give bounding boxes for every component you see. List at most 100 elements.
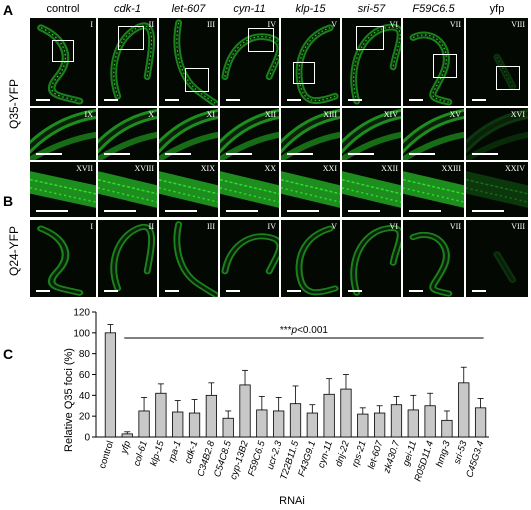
q24-whole-image-5: V — [281, 220, 340, 297]
q35-highzoom-image-8: XXIV — [466, 162, 528, 217]
q35-whole-image-2: II — [98, 18, 157, 106]
q35-zoom-image-3: XI — [159, 108, 218, 160]
row-label-q35: Q35-YFP — [7, 79, 21, 130]
scale-bar — [348, 99, 362, 101]
bar-c54c8-5 — [222, 417, 234, 438]
scale-bar — [104, 99, 118, 101]
column-label-cdk-1: cdk-1 — [114, 3, 141, 15]
panel-numeral: I — [90, 20, 93, 29]
bar-sri-53 — [458, 382, 470, 438]
bar-t22b11-5 — [289, 403, 302, 438]
column-label-klp-15: klp-15 — [295, 3, 326, 15]
scale-bar — [165, 99, 179, 101]
panel-numeral: IV — [267, 222, 276, 231]
panel-numeral: XVIII — [134, 164, 154, 173]
x-tick-label: rpa-1 — [166, 440, 183, 465]
bar-hmg-3 — [441, 419, 453, 438]
q35-zoom-image-7: XV — [403, 108, 464, 160]
panel-numeral: XII — [264, 110, 276, 119]
scale-bar — [226, 99, 240, 101]
bar-rpa-1 — [172, 411, 184, 438]
bar-cyn-11 — [323, 393, 335, 438]
annotation-threshold: <0.001 — [297, 325, 328, 336]
zoom-region-box — [433, 54, 457, 78]
q24-whole-image-1: I — [30, 220, 96, 297]
scale-bar — [287, 153, 313, 155]
scale-bar — [226, 210, 258, 212]
bar-col-61 — [138, 410, 150, 438]
bar-dnj-22 — [340, 388, 352, 438]
scale-bar — [104, 153, 130, 155]
panel-numeral: VII — [449, 222, 461, 231]
q35-whole-image-6: VI — [342, 18, 401, 106]
annotation-p: p — [291, 325, 298, 336]
q35-zoom-image-2: X — [98, 108, 157, 160]
y-tick-label: 20 — [79, 412, 91, 423]
bar-cyp-13b2 — [239, 384, 251, 438]
q35-whole-image-3: III — [159, 18, 218, 106]
scale-bar — [348, 153, 374, 155]
q24-whole-image-7: VII — [403, 220, 464, 297]
zoom-region-box — [293, 62, 315, 84]
q35-whole-image-5: V — [281, 18, 340, 106]
row-label-q24: Q24-YFP — [7, 226, 21, 277]
q35-zoom-image-5: XIII — [281, 108, 340, 160]
x-tick-label: sri-53 — [452, 439, 470, 466]
scale-bar — [287, 99, 301, 101]
scale-bar — [472, 153, 498, 155]
y-tick-label: 80 — [79, 349, 91, 360]
q24-whole-image-4: IV — [220, 220, 279, 297]
scale-bar — [409, 290, 423, 292]
x-tick-label: rps-21 — [350, 440, 369, 469]
scale-bar — [226, 153, 252, 155]
zoom-region-box — [248, 28, 274, 52]
q24-whole-image-6: VI — [342, 220, 401, 297]
zoom-region-box — [185, 68, 209, 92]
annotation-stars: *** — [280, 325, 292, 336]
q35-highzoom-image-5: XXI — [281, 162, 340, 217]
q35-highzoom-image-7: XXIII — [403, 162, 464, 217]
bar-gei-11 — [407, 409, 419, 438]
bar-f43g9-1 — [306, 412, 318, 438]
scale-bar — [36, 290, 50, 292]
panel-numeral: XVII — [76, 164, 93, 173]
scale-bar — [165, 210, 197, 212]
scale-bar — [36, 99, 50, 101]
q35-whole-image-4: IV — [220, 18, 279, 106]
panel-numeral: I — [90, 222, 93, 231]
panel-numeral: XXII — [381, 164, 398, 173]
scale-bar — [165, 290, 179, 292]
bar-cdk-1 — [188, 412, 201, 438]
scale-bar — [348, 290, 362, 292]
column-label-sri-57: sri-57 — [357, 3, 386, 15]
panel-numeral: V — [331, 20, 337, 29]
y-tick-label: 40 — [79, 391, 91, 402]
bar-rps-21 — [357, 413, 369, 438]
panel-numeral: VIII — [511, 222, 525, 231]
column-label-f59c6-5: F59C6.5 — [412, 3, 455, 15]
x-tick-label: gei-11 — [401, 440, 419, 468]
scale-bar — [472, 99, 486, 101]
panel-numeral: XXIII — [441, 164, 461, 173]
scale-bar — [287, 210, 319, 212]
bar-c34b2-8 — [205, 394, 217, 438]
chart-x-axis-label: RNAi — [279, 495, 305, 507]
x-tick-label: dnj-22 — [333, 439, 352, 468]
panel-numeral: VIII — [511, 20, 525, 29]
panel-numeral: XIX — [200, 164, 215, 173]
scale-bar — [409, 210, 441, 212]
scale-bar — [36, 210, 68, 212]
panel-numeral: III — [207, 222, 215, 231]
scale-bar — [348, 210, 380, 212]
q35-whole-image-1: I — [30, 18, 96, 106]
bar-let-607 — [374, 412, 386, 438]
bar-f59c6-5 — [256, 409, 268, 438]
column-label-let-607: let-607 — [171, 3, 206, 15]
scale-bar — [226, 290, 240, 292]
scale-bar — [472, 210, 504, 212]
x-tick-label: control — [97, 440, 116, 471]
q35-highzoom-image-6: XXII — [342, 162, 401, 217]
y-tick-label: 120 — [73, 308, 90, 319]
panel-numeral: XXIV — [505, 164, 525, 173]
